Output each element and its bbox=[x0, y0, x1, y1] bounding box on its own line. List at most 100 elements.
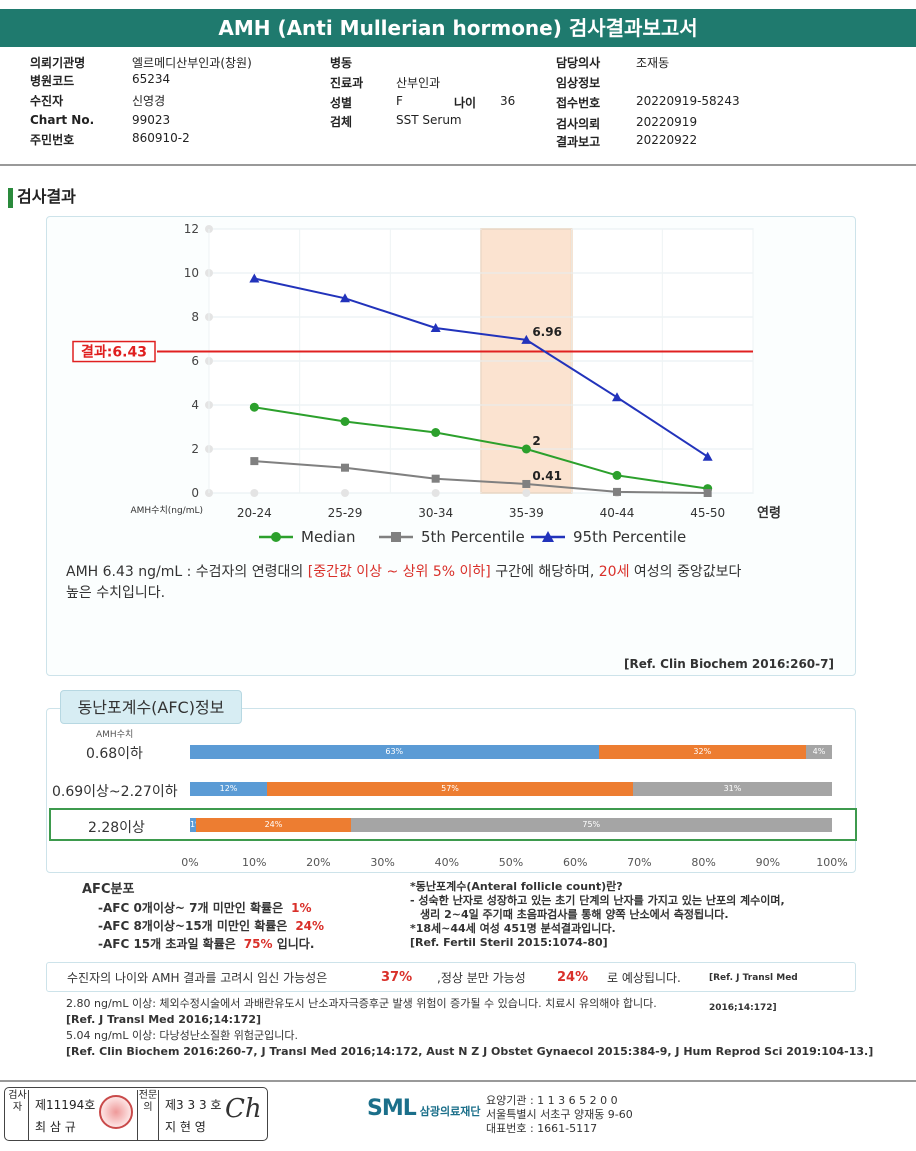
afc-x-tick: 20% bbox=[306, 856, 331, 869]
legend-label: 5th Percentile bbox=[421, 528, 525, 546]
info-key: 임상정보 bbox=[556, 76, 601, 90]
y-tick-label: 8 bbox=[191, 310, 199, 324]
prob-text: 로 예상됩니다. bbox=[607, 971, 681, 985]
prob-text: ,정상 분만 가능성 bbox=[437, 971, 526, 985]
info-key: 주민번호 bbox=[30, 133, 75, 147]
footnote: 5.04 ng/mL 이상: 다낭성난소질환 위험군입니다. bbox=[66, 1029, 298, 1042]
info-value: 99023 bbox=[132, 113, 171, 127]
x-tick-marker bbox=[250, 489, 259, 497]
note-range: [중간값 이상 ~ 상위 5% 이하] bbox=[307, 564, 491, 580]
report-title: AMH (Anti Mullerian hormone) 검사결과보고서 bbox=[0, 9, 916, 47]
series-point bbox=[613, 487, 621, 496]
afc-x-tick: 30% bbox=[370, 856, 395, 869]
amh-age-chart: 0 2 4 6 8 10 12 20-24 25-29 30-34 35-39 40-44 45-50 연… bbox=[72, 222, 781, 546]
afc-segment: 4% bbox=[806, 745, 832, 759]
legend-label: 95th Percentile bbox=[573, 528, 686, 546]
age-label: 나이 bbox=[454, 96, 477, 110]
afc-segment: 57% bbox=[267, 782, 633, 796]
afc-segment: 24% bbox=[196, 818, 351, 832]
info-key: 담당의사 bbox=[556, 56, 601, 70]
afc-x-tick: 80% bbox=[691, 856, 716, 869]
series-point bbox=[430, 323, 441, 332]
divider bbox=[0, 1080, 916, 1082]
afc-def-text: *18세~44세 여성 451명 분석결과입니다. bbox=[410, 922, 616, 935]
series-point bbox=[249, 402, 259, 412]
afc-tab: 동난포계수(AFC)정보 bbox=[60, 690, 242, 724]
x-tick-label: 40-44 bbox=[600, 506, 635, 520]
legend-marker bbox=[271, 532, 281, 542]
reference: [Ref. Clin Biochem 2016:260-7] bbox=[624, 657, 834, 671]
result-note: AMH 6.43 ng/mL : 수검자의 연령대의 [중간값 이상 ~ 상위 … bbox=[66, 562, 866, 604]
afc-line-text: -AFC 0개이상~ 7개 미만인 확률은 bbox=[98, 901, 284, 915]
series-point bbox=[340, 417, 350, 426]
footnote: 2.80 ng/mL 이상: 체외수정시술에서 과배란유도시 난소과자극증후군 … bbox=[66, 997, 657, 1010]
note-text: 높은 수치입니다. bbox=[66, 585, 166, 601]
pregnancy-probability: 수진자의 나이와 AMH 결과를 고려시 임신 가능성은 37% ,정상 분만 … bbox=[46, 962, 856, 1013]
note-text: AMH 6.43 ng/mL : 수검자의 연령대의 bbox=[66, 564, 308, 580]
afc-bar: 1% 24% 75% bbox=[190, 818, 832, 832]
chart-panel: 0 2 4 6 8 10 12 20-24 25-29 30-34 35-39 40-44 45-50 연… bbox=[46, 216, 856, 676]
afc-x-tick: 100% bbox=[816, 856, 848, 869]
series-point bbox=[612, 392, 622, 402]
afc-segment: 31% bbox=[632, 782, 832, 796]
afc-line: -AFC 15개 초과일 확률은 75% 입니다. bbox=[98, 935, 324, 953]
sml-logo: SML 삼광의료재단 bbox=[367, 1096, 481, 1121]
signer-name: 최 삼 규 bbox=[35, 1120, 76, 1134]
afc-def-text: 생리 2~4일 주기때 초음파검사를 통해 양쪽 난소에서 측정됩니다. bbox=[420, 908, 729, 921]
afc-segment: 75% bbox=[350, 818, 832, 832]
info-value: 20220919 bbox=[636, 115, 698, 129]
y-tick-label: 2 bbox=[191, 442, 199, 456]
handwritten-signature: Ch bbox=[225, 1094, 262, 1124]
signer-role: 전문의 bbox=[137, 1090, 159, 1140]
info-key: 결과보고 bbox=[556, 135, 601, 149]
section-title: 검사결과 bbox=[8, 183, 76, 208]
info-value: 신영경 bbox=[132, 94, 166, 108]
note-age: 20세 bbox=[598, 564, 630, 580]
x-tick-label: 45-50 bbox=[690, 506, 725, 520]
info-value: 65234 bbox=[132, 72, 171, 86]
footnote-ref: [Ref. Clin Biochem 2016:260-7, J Transl … bbox=[66, 1045, 874, 1058]
address-line: 요양기관 : 1 1 3 6 5 2 0 0 bbox=[486, 1094, 618, 1107]
footnote-ref: [Ref. J Transl Med 2016;14:172] bbox=[66, 1013, 262, 1026]
logo-mark: SML bbox=[367, 1096, 417, 1121]
info-value: SST Serum bbox=[396, 113, 462, 127]
prob-value: 37% bbox=[381, 970, 413, 985]
afc-x-tick: 50% bbox=[498, 856, 524, 869]
afc-segment: 1% bbox=[190, 818, 197, 832]
x-tick-label: 20-24 bbox=[237, 506, 272, 520]
address-line: 서울특별시 서초구 양재동 9-60 bbox=[486, 1108, 633, 1121]
info-value: 20220919-58243 bbox=[636, 94, 740, 108]
result-label: 결과:6.43 bbox=[81, 344, 147, 361]
afc-segment: 12% bbox=[190, 782, 268, 796]
x-tick-label: 30-34 bbox=[418, 506, 453, 520]
section-title-text: 검사결과 bbox=[17, 187, 76, 206]
afc-x-tick: 60% bbox=[562, 856, 588, 869]
series-point bbox=[521, 444, 531, 454]
info-key: 검사의뢰 bbox=[556, 117, 601, 131]
series-point bbox=[249, 273, 260, 283]
afc-x-tick: 90% bbox=[755, 856, 781, 869]
afc-def-title: *동난포계수(Anteral follicle count)란? bbox=[410, 880, 623, 893]
afc-line-text: -AFC 8개이상~15개 미만인 확률은 bbox=[98, 919, 288, 933]
y-tick-label: 10 bbox=[184, 266, 199, 280]
info-value: 20220922 bbox=[636, 133, 698, 147]
data-label: 6.96 bbox=[532, 325, 562, 339]
legend-marker bbox=[542, 531, 554, 542]
signer-role: 검사자 bbox=[7, 1090, 29, 1140]
x-axis-suffix: 연령 bbox=[757, 506, 781, 521]
info-key: 수진자 bbox=[30, 94, 64, 108]
series-point bbox=[340, 293, 350, 303]
afc-definition: *동난포계수(Anteral follicle count)란? - 성숙한 난… bbox=[410, 880, 785, 950]
y-tick-label: 6 bbox=[191, 354, 199, 368]
series-line bbox=[254, 406, 708, 490]
afc-line-value: 1% bbox=[291, 901, 312, 915]
afc-x-tick: 10% bbox=[241, 856, 267, 869]
y-tick-label: 0 bbox=[191, 486, 199, 500]
afc-def-text: - 성숙한 난자로 성장하고 있는 초기 단계의 난자를 가지고 있는 난포의 … bbox=[410, 894, 785, 907]
signer-license: 제3 3 3 호 bbox=[165, 1098, 222, 1112]
y-tick-label: 12 bbox=[184, 222, 199, 236]
afc-line: -AFC 0개이상~ 7개 미만인 확률은 1% bbox=[98, 899, 324, 917]
patient-info: 의뢰기관명 엘르메디산부인과(창원) 병원코드 65234 수진자 신영경 Ch… bbox=[30, 54, 890, 154]
afc-segment: 63% bbox=[190, 745, 599, 759]
divider bbox=[0, 164, 916, 166]
